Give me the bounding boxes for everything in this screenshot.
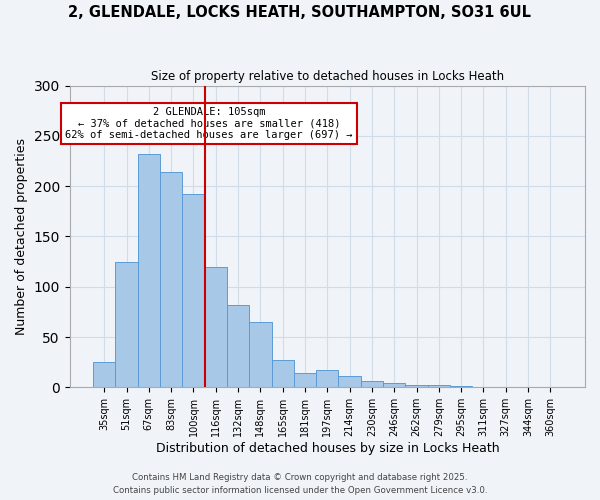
Text: 2 GLENDALE: 105sqm
← 37% of detached houses are smaller (418)
62% of semi-detach: 2 GLENDALE: 105sqm ← 37% of detached hou… bbox=[65, 106, 353, 140]
Y-axis label: Number of detached properties: Number of detached properties bbox=[15, 138, 28, 335]
Bar bbox=[249, 322, 272, 388]
Bar bbox=[137, 154, 160, 388]
Bar bbox=[115, 262, 137, 388]
Text: Contains HM Land Registry data © Crown copyright and database right 2025.
Contai: Contains HM Land Registry data © Crown c… bbox=[113, 474, 487, 495]
Bar bbox=[338, 376, 361, 388]
Bar bbox=[93, 362, 115, 388]
Bar bbox=[316, 370, 338, 388]
Bar bbox=[406, 386, 428, 388]
Text: 2, GLENDALE, LOCKS HEATH, SOUTHAMPTON, SO31 6UL: 2, GLENDALE, LOCKS HEATH, SOUTHAMPTON, S… bbox=[68, 5, 532, 20]
Bar bbox=[383, 384, 406, 388]
Bar bbox=[227, 305, 249, 388]
Bar bbox=[160, 172, 182, 388]
Bar bbox=[205, 266, 227, 388]
Bar bbox=[294, 374, 316, 388]
Bar bbox=[182, 194, 205, 388]
Bar bbox=[361, 382, 383, 388]
X-axis label: Distribution of detached houses by size in Locks Heath: Distribution of detached houses by size … bbox=[155, 442, 499, 455]
Bar bbox=[428, 386, 450, 388]
Bar bbox=[272, 360, 294, 388]
Title: Size of property relative to detached houses in Locks Heath: Size of property relative to detached ho… bbox=[151, 70, 504, 83]
Bar bbox=[450, 386, 472, 388]
